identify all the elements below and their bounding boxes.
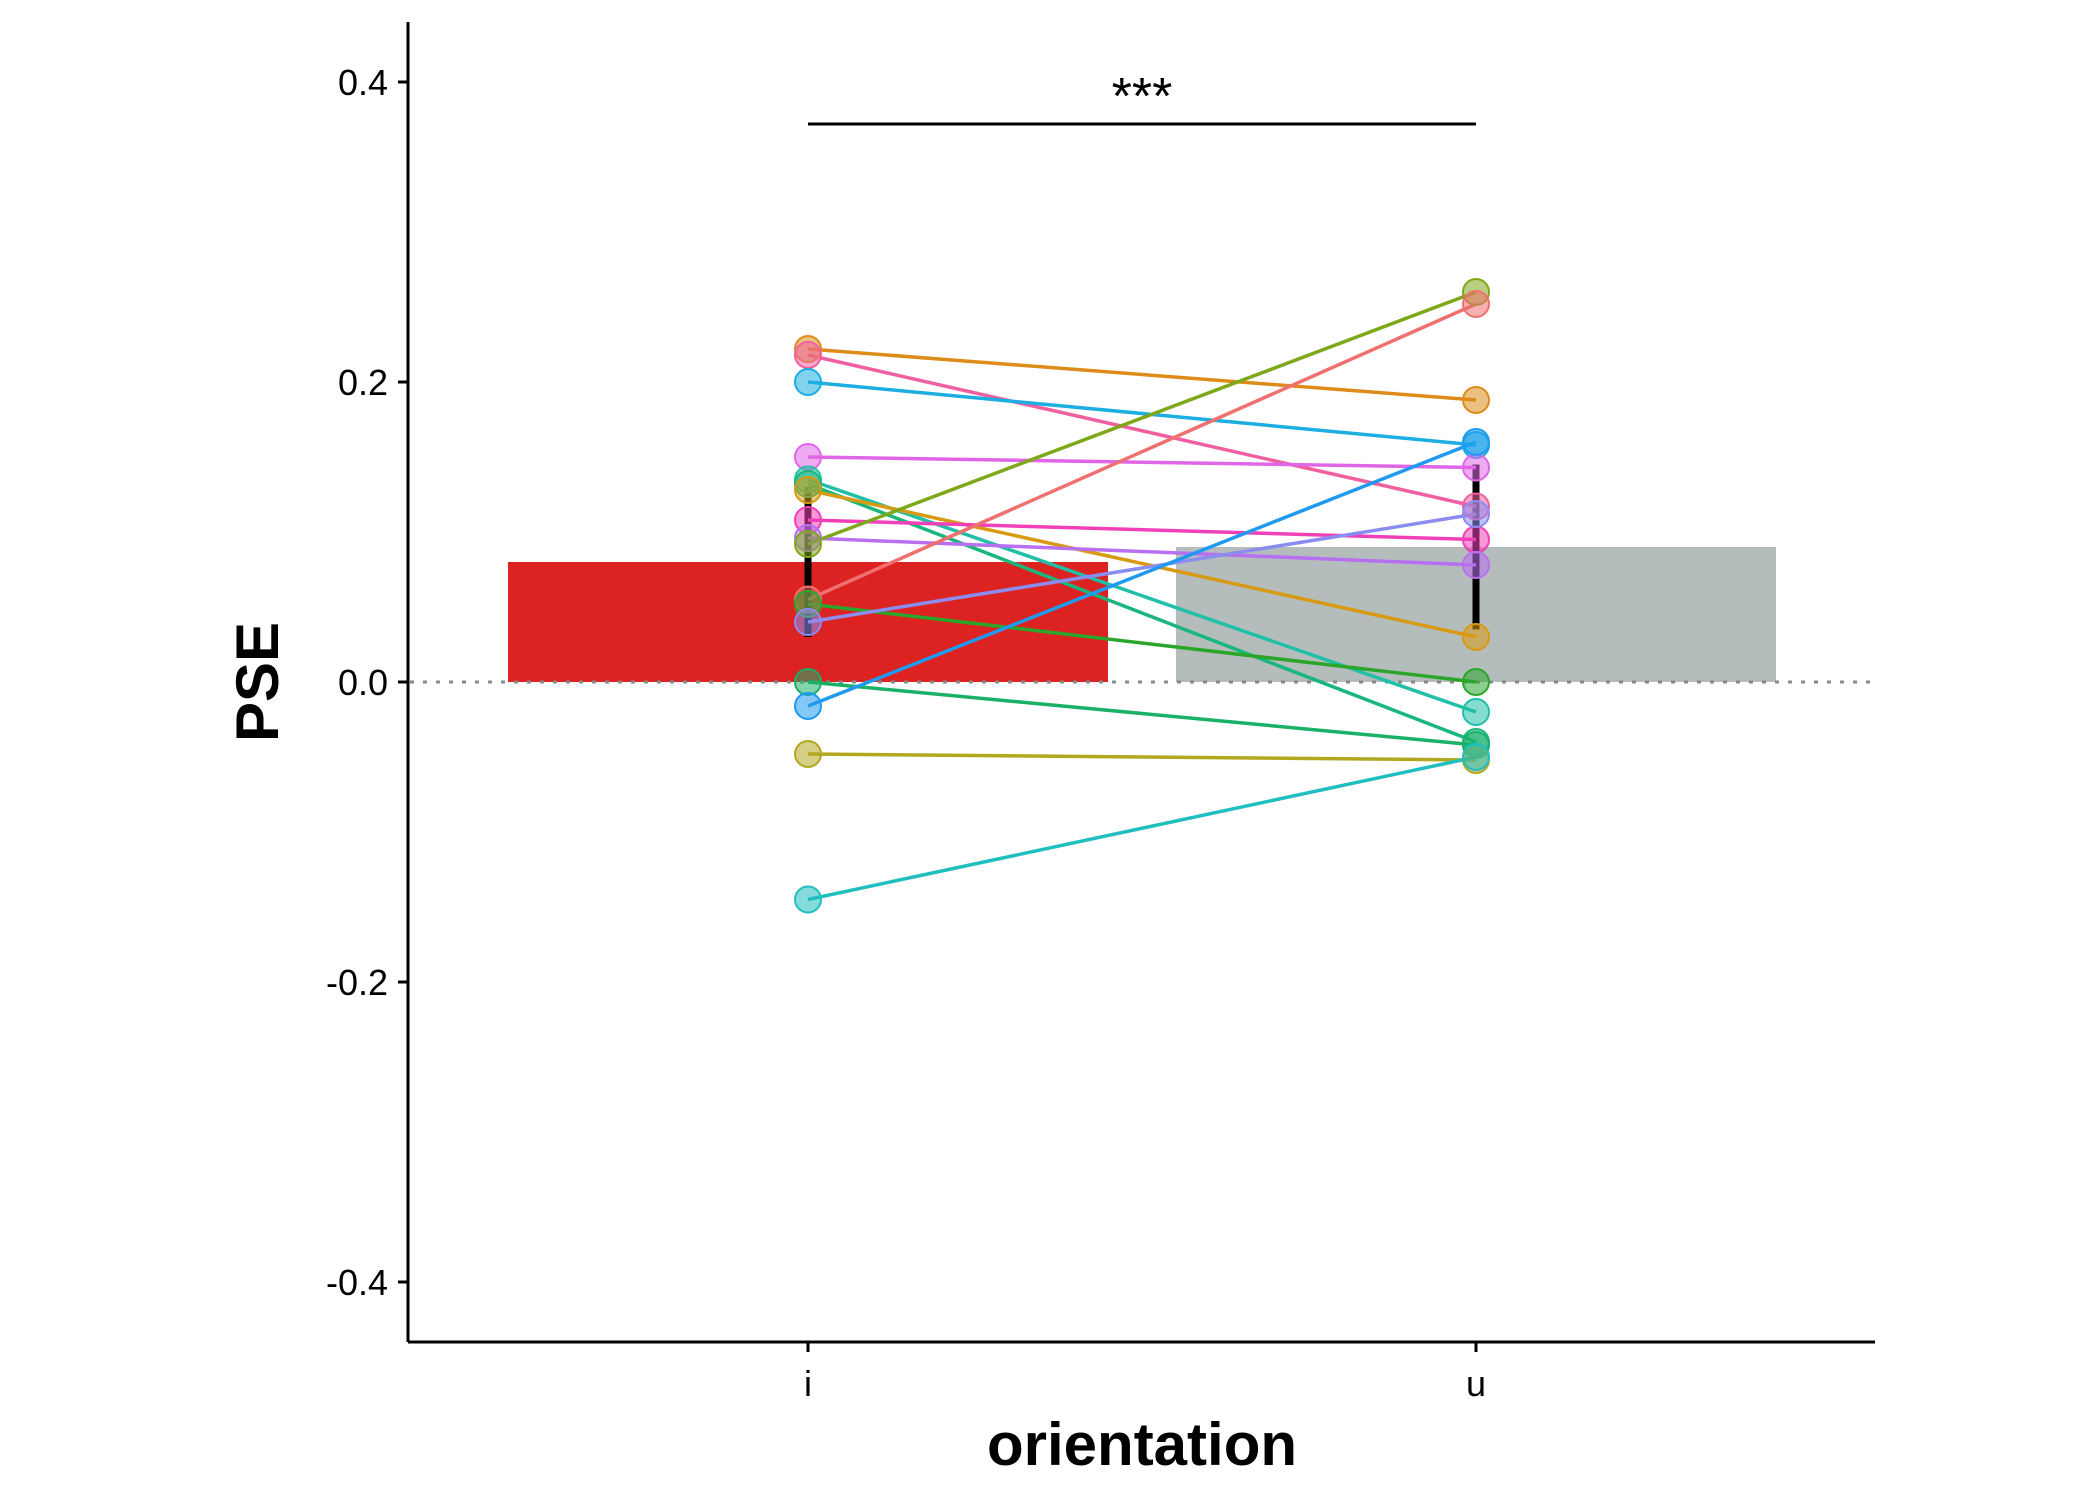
subject-point-15-u (1462, 428, 1490, 456)
significance-label: *** (1112, 68, 1173, 126)
subject-line-13 (807, 512, 1477, 624)
subject-point-17-i (794, 885, 822, 914)
subject-line-12 (807, 602, 1477, 684)
subject-line-3 (807, 380, 1477, 447)
subject-point-4-u (1462, 453, 1490, 482)
subject-point-3-i (794, 368, 822, 396)
subject-line-10 (807, 290, 1477, 546)
subject-point-10-i (794, 530, 822, 558)
subject-line-2 (807, 353, 1477, 509)
y-ticks: 0.4 0.2 0.0 -0.2 -0.4 (326, 62, 408, 1303)
subject-point-5-u (1462, 698, 1490, 726)
x-tick-label-i: i (804, 1363, 812, 1404)
x-tick-label-u: u (1466, 1363, 1486, 1404)
y-axis-title: PSE (224, 622, 291, 742)
y-tick-label: -0.2 (326, 962, 388, 1003)
y-tick-label: 0.2 (338, 362, 388, 403)
subject-point-13-u (1462, 500, 1490, 528)
subject-line-5 (807, 477, 1477, 714)
subject-point-15-i (794, 692, 822, 720)
subject-point-8-u (1462, 525, 1490, 554)
subject-point-16-i (794, 740, 822, 768)
subject-line-6 (807, 482, 1477, 744)
subject-line-14 (807, 680, 1477, 747)
subject-line-11 (807, 302, 1477, 602)
subject-line-4 (807, 455, 1477, 470)
y-tick-label: -0.4 (326, 1262, 388, 1303)
subject-point-7-i (794, 476, 822, 504)
subject-point-7-u (1462, 623, 1490, 651)
subject-point-13-i (794, 608, 822, 636)
subject-lines (807, 290, 1477, 902)
subject-line-8 (807, 518, 1477, 542)
subject-point-2-i (794, 341, 822, 369)
subject-point-14-i (794, 668, 822, 696)
subject-line-9 (807, 536, 1477, 567)
y-tick-label: 0.0 (338, 662, 388, 703)
subject-line-16 (807, 752, 1477, 762)
subject-point-1-u (1462, 386, 1490, 414)
x-axis-title: orientation (987, 1411, 1297, 1478)
y-tick-label: 0.4 (338, 62, 388, 103)
subject-point-17-u (1462, 743, 1490, 771)
subject-line-7 (807, 488, 1477, 639)
subject-point-11-u (1462, 290, 1490, 318)
subject-line-1 (807, 347, 1477, 402)
subject-line-17 (807, 755, 1477, 902)
subject-points (794, 278, 1490, 914)
subject-point-9-u (1462, 551, 1490, 579)
subject-line-15 (807, 440, 1477, 708)
subject-point-12-u (1462, 668, 1490, 696)
